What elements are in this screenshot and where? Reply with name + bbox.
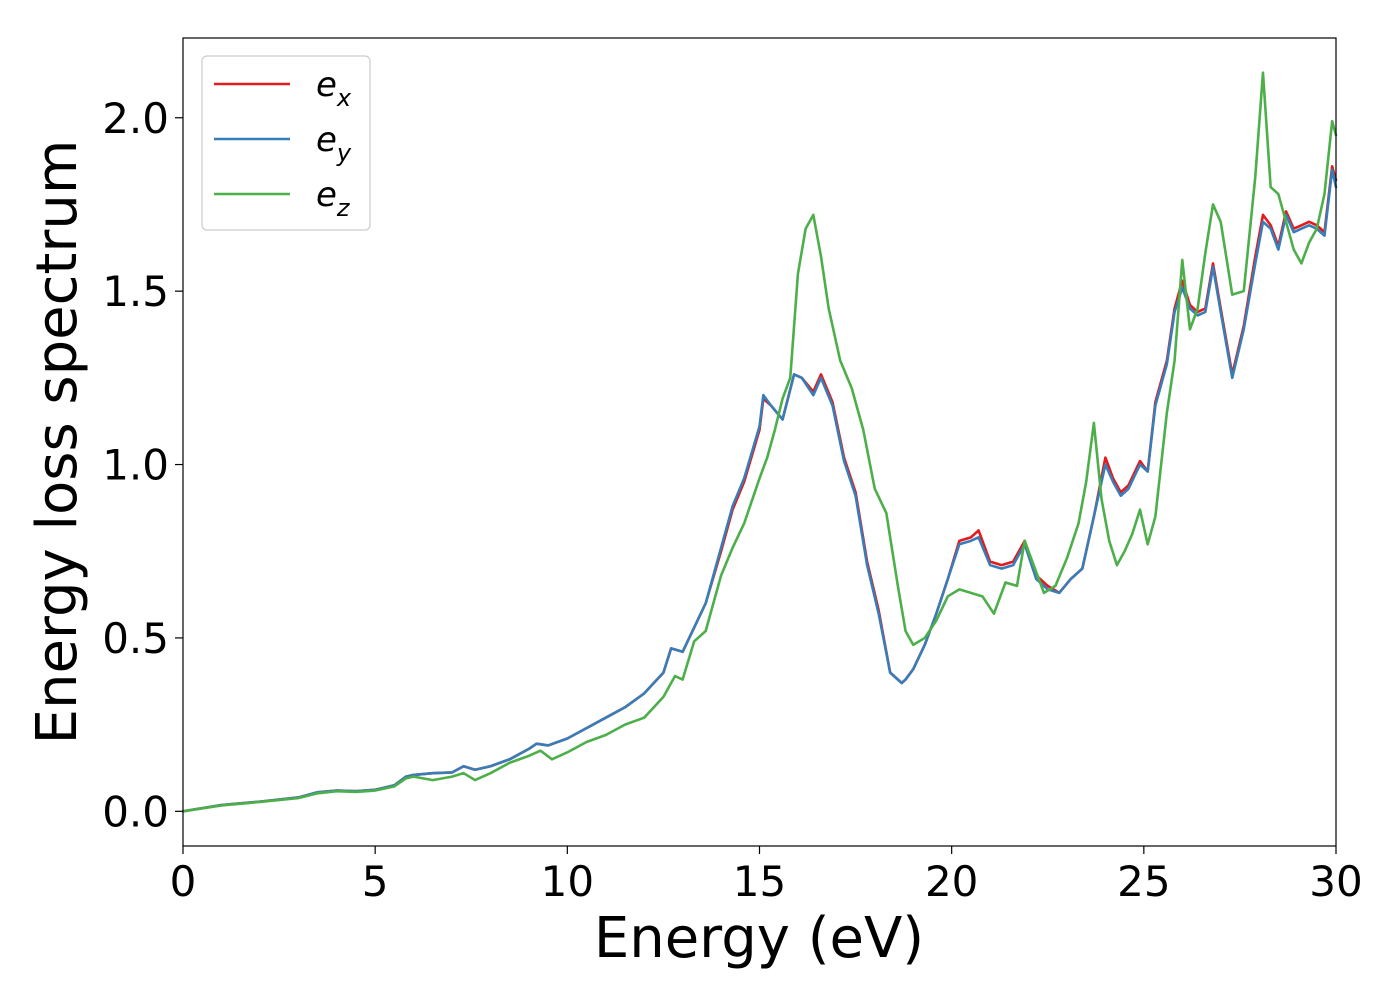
x-tick-label: 25 <box>1117 857 1170 906</box>
x-tick-label: 20 <box>925 857 978 906</box>
legend-label-y: ey <box>316 120 352 167</box>
x-tick-label: 0 <box>170 857 197 906</box>
legend-box <box>201 55 371 231</box>
x-tick-label: 10 <box>541 857 594 906</box>
y-tick-label: 1.0 <box>102 441 169 490</box>
legend-label-subscript: y <box>336 139 352 167</box>
series-line-z <box>181 71 1338 813</box>
legend-label-z: ez <box>316 175 351 222</box>
legend-label-main: e <box>316 120 337 160</box>
y-tick-label: 0.0 <box>102 787 169 836</box>
series-line-y <box>181 168 1338 813</box>
legend-label-subscript: x <box>336 84 352 112</box>
y-tick-label: 1.5 <box>102 267 169 316</box>
y-tick-label: 2.0 <box>102 94 169 143</box>
x-tick-label: 30 <box>1309 857 1362 906</box>
y-tick-label: 0.5 <box>102 614 169 663</box>
legend-label-subscript: z <box>336 194 351 222</box>
x-tick-label: 5 <box>362 857 389 906</box>
y-axis-title: Energy loss spectrum <box>25 140 90 745</box>
legend-label-main: e <box>316 175 337 215</box>
x-axis-title: Energy (eV) <box>594 906 924 971</box>
y-axis: 0.0 0.5 1.0 1.5 2.0 <box>102 94 183 836</box>
series-layer <box>181 71 1338 813</box>
x-tick-label: 15 <box>733 857 786 906</box>
x-axis: 0 5 10 15 20 25 30 <box>170 846 1363 906</box>
legend-label-x: ex <box>316 65 352 112</box>
legend-label-main: e <box>316 65 337 105</box>
